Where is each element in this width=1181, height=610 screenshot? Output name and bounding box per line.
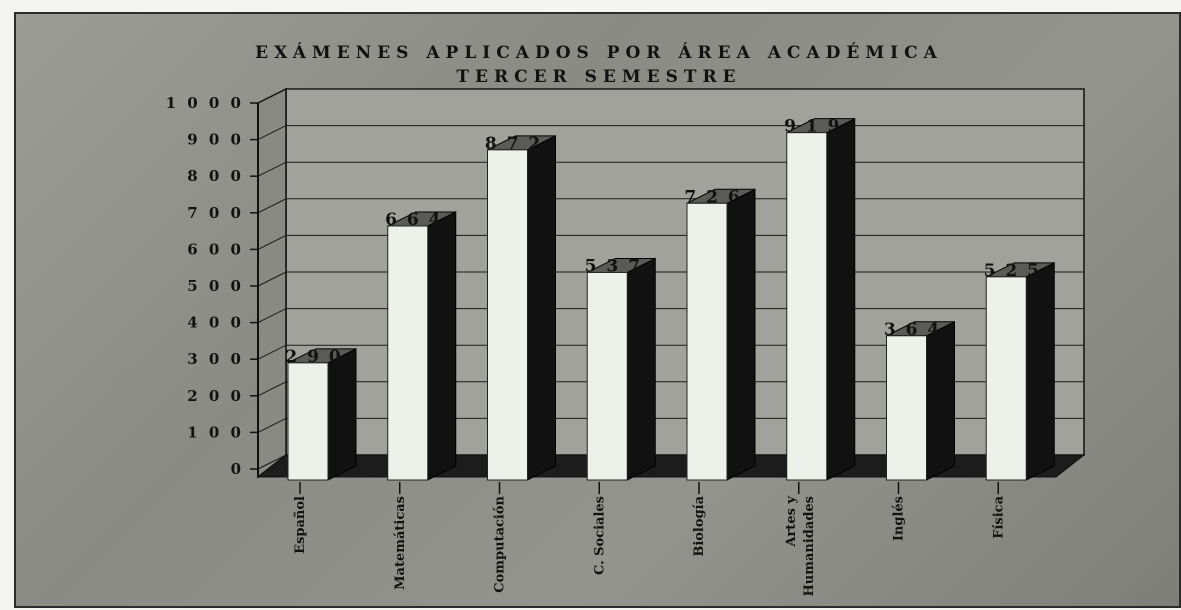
x-category-label: Matemáticas	[393, 496, 408, 590]
bar-3	[487, 149, 528, 481]
value-label: 8 7 2	[485, 134, 542, 154]
chart-panel: EXÁMENES APLICADOS POR ÁREA ACADÉMICA TE…	[14, 12, 1181, 608]
y-tick-label: 2 0 0	[187, 387, 244, 405]
value-label: 2 9 0	[285, 347, 342, 367]
bar-8	[985, 276, 1027, 481]
y-tick-label: 3 0 0	[187, 350, 244, 368]
gridline	[257, 88, 1084, 104]
bar-side	[826, 117, 856, 481]
x-category-label: Biología	[692, 495, 707, 556]
y-tick-label: 0	[231, 460, 244, 478]
plot-floor	[256, 454, 1086, 478]
x-category-label: Español	[293, 496, 308, 554]
chart-title: EXÁMENES APLICADOS POR ÁREA ACADÉMICA	[255, 42, 943, 63]
y-tick-label: 7 0 0	[187, 204, 244, 222]
y-tick-label: 4 0 0	[187, 314, 244, 332]
y-tick-label: 6 0 0	[187, 240, 244, 258]
plot-side-wall	[257, 87, 287, 479]
bar-side	[327, 348, 357, 481]
bar-side	[626, 257, 656, 481]
value-label: 6 6 4	[385, 210, 442, 230]
bar-5	[686, 202, 728, 481]
bar-7	[886, 335, 927, 481]
x-category-label: Computación	[493, 495, 508, 592]
bar-1	[287, 362, 329, 481]
plot-area: 0 1 0 0 2 0 0 3 0 0 4 0 0 5 0 0 6 0 0 7 0 0 8 0 …	[166, 87, 1086, 597]
bar-4	[586, 271, 628, 481]
x-category-label: Artes y Humanidades	[784, 496, 817, 597]
y-tick-label: 1 0 0	[187, 423, 244, 441]
y-tick-label: 8 0 0	[187, 167, 244, 185]
x-category-label: Inglés	[892, 496, 907, 541]
bar-side	[1025, 262, 1055, 481]
bar-6	[786, 132, 828, 481]
chart-subtitle: TERCER SEMESTRE	[456, 67, 741, 87]
bar-side	[427, 211, 457, 481]
bar-2	[387, 225, 429, 481]
x-category-label: Física	[991, 495, 1006, 538]
x-category-label: C. Sociales	[592, 496, 607, 575]
bar-side	[726, 188, 756, 481]
value-label: 5 3 7	[585, 256, 642, 276]
y-tick-label: 1 0 0 0	[166, 94, 244, 112]
y-tick-label: 9 0 0	[187, 131, 244, 149]
value-label: 3 6 4	[884, 320, 941, 340]
bar-side	[926, 320, 955, 481]
value-label: 7 2 6	[684, 187, 741, 207]
y-tick-label: 5 0 0	[187, 277, 244, 295]
bar-chart: EXÁMENES APLICADOS POR ÁREA ACADÉMICA TE…	[166, 42, 1086, 597]
value-label: 9 1 9	[784, 117, 841, 137]
bar-side	[527, 135, 556, 481]
value-label: 5 2 5	[984, 261, 1041, 281]
